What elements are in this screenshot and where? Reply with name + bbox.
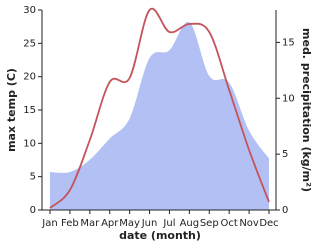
y2-axis-label: med. precipitation (kg/m²) [300,28,313,192]
y-tick-label: 30 [23,5,36,16]
x-tick-label: Jan [41,218,57,229]
x-tick-label: Oct [221,218,238,229]
x-tick-label: Dec [259,218,278,229]
y-axis-label: max temp (C) [5,68,18,152]
y2-tick-label: 5 [282,149,288,160]
x-axis-label: date (month) [119,229,201,242]
y-tick-label: 15 [23,105,36,116]
y-tick-label: 5 [30,172,36,183]
x-tick-label: Apr [101,218,119,229]
temp-line [49,7,270,209]
x-tick-label: Nov [239,218,259,229]
x-tick-label: Feb [61,218,79,229]
x-tick-label: Jun [141,218,158,229]
y2-tick-label: 0 [282,205,288,216]
x-tick-label: Sep [200,218,219,229]
y-tick-label: 0 [30,205,36,216]
x-tick-label: May [119,218,140,229]
x-tick-label: Aug [180,218,200,229]
precipitation-area [50,21,269,210]
x-tick-label: Jul [162,218,175,229]
y-tick-label: 20 [23,72,36,83]
x-tick-label: Mar [80,218,100,229]
y-tick-label: 25 [23,38,36,49]
y2-tick-label: 10 [282,93,295,104]
y-tick-label: 10 [23,138,36,149]
y2-tick-label: 15 [282,37,295,48]
